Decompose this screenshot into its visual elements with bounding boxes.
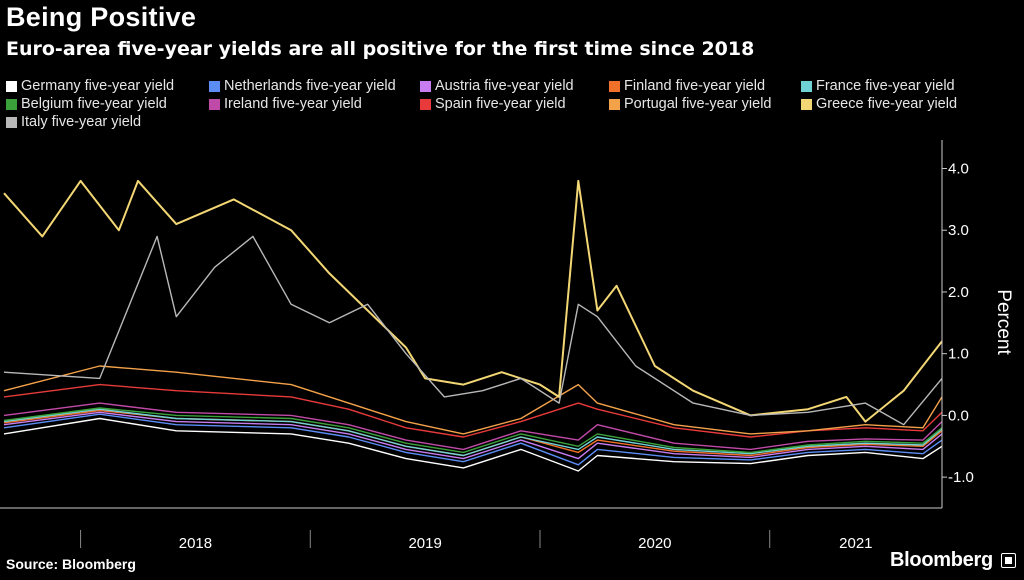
legend-swatch [209, 80, 220, 92]
series-line [3, 402, 943, 451]
x-tick-label: 2018 [179, 535, 212, 552]
legend-swatch [420, 98, 431, 110]
chart-subtitle: Euro-area five-year yields are all posit… [6, 38, 755, 60]
series-line [3, 413, 943, 466]
legend-item: Germany five-year yield [6, 78, 209, 94]
source-note: Source: Bloomberg [6, 556, 136, 572]
legend-label: Italy five-year yield [21, 114, 142, 130]
series-line [3, 383, 943, 438]
legend-swatch [801, 80, 812, 92]
legend-label: Austria five-year yield [435, 78, 574, 94]
legend-label: Germany five-year yield [21, 78, 175, 94]
y-tick-label: 2.0 [948, 284, 969, 301]
legend-label: Portugal five-year yield [624, 96, 772, 112]
x-tick-label: 2020 [638, 535, 671, 552]
legend-label: Greece five-year yield [816, 96, 958, 112]
plot-area [3, 179, 943, 472]
series-line [3, 365, 943, 435]
x-tick-label: 2021 [839, 535, 872, 552]
legend-swatch [420, 80, 431, 92]
legend-item: Portugal five-year yield [609, 96, 801, 112]
legend: Germany five-year yield Netherlands five-… [6, 78, 1006, 130]
y-tick-label: 0.0 [948, 407, 969, 424]
y-tick-label: 4.0 [948, 161, 969, 178]
legend-label: Netherlands five-year yield [224, 78, 396, 94]
legend-item: France five-year yield [801, 78, 1001, 94]
legend-label: Belgium five-year yield [21, 96, 167, 112]
y-axis: 4.0 3.0 2.0 1.0 0.0 -1.0 Percent [941, 140, 1014, 508]
legend-item: Greece five-year yield [801, 96, 1001, 112]
legend-swatch [609, 80, 620, 92]
legend-swatch [609, 98, 620, 110]
y-axis-title: Percent [993, 289, 1014, 355]
series-line [3, 411, 943, 460]
legend-item: Spain five-year yield [420, 96, 609, 112]
legend-swatch [6, 80, 17, 92]
legend-label: Spain five-year yield [435, 96, 566, 112]
series-line [3, 179, 943, 423]
legend-item: Ireland five-year yield [209, 96, 420, 112]
legend-item: Netherlands five-year yield [209, 78, 420, 94]
series-line [3, 408, 943, 457]
legend-item: Italy five-year yield [6, 114, 209, 130]
legend-label: Ireland five-year yield [224, 96, 362, 112]
series-line [3, 417, 943, 472]
legend-swatch [209, 98, 220, 110]
y-tick-label: 1.0 [948, 346, 969, 363]
y-tick-label: 3.0 [948, 222, 969, 239]
legend-item: Austria five-year yield [420, 78, 609, 94]
x-axis: 2018 2019 2020 2021 [0, 507, 942, 552]
brand-logo: Bloomberg [890, 549, 993, 571]
series-line [3, 407, 943, 454]
legend-label: Finland five-year yield [624, 78, 766, 94]
x-tick-label: 2019 [408, 535, 441, 552]
bloomberg-icon [1001, 553, 1016, 568]
chart-title: Being Positive [6, 2, 197, 32]
legend-item: Belgium five-year yield [6, 96, 209, 112]
y-tick-label: -1.0 [948, 469, 974, 486]
legend-swatch [6, 116, 17, 128]
legend-item: Finland five-year yield [609, 78, 801, 94]
legend-swatch [6, 98, 17, 110]
legend-swatch [801, 98, 812, 110]
legend-label: France five-year yield [816, 78, 955, 94]
series-line [3, 235, 943, 426]
